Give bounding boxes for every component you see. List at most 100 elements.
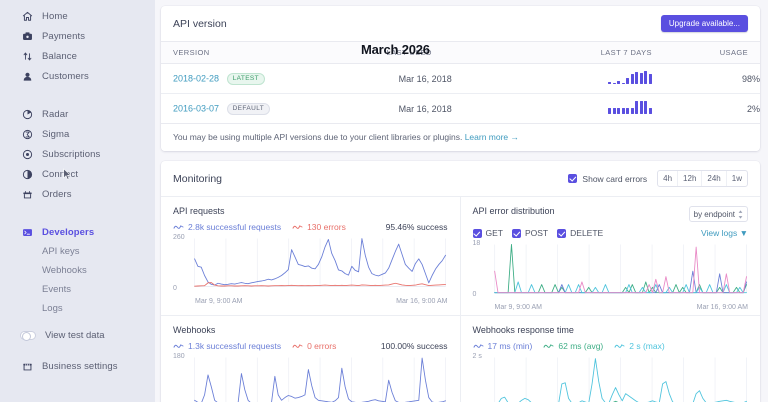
table-row[interactable]: 2018-02-28 LATEST Mar 16, 2018 98% — [161, 63, 760, 94]
chart-legend-row: GET POST DELETE View logs ▼ — [472, 228, 748, 238]
view-test-data-toggle[interactable]: View test data — [0, 324, 155, 346]
method-label: GET — [485, 228, 503, 238]
sidebar-item-developers[interactable]: Developers — [0, 222, 155, 242]
y-axis-max-label: 180 — [173, 353, 185, 360]
orders-icon — [23, 190, 32, 198]
sidebar-item-sigma[interactable]: Sigma — [0, 124, 155, 144]
cell-last-used: Mar 16, 2018 — [386, 93, 522, 124]
sidebar-divider-2 — [0, 212, 155, 222]
status-badge: LATEST — [226, 72, 266, 85]
chart-title: Webhooks — [173, 325, 216, 335]
cell-usage: 2% — [651, 93, 760, 124]
y-axis-min-label: 0 — [472, 291, 477, 298]
group-by-select[interactable]: by endpoint — [688, 206, 748, 222]
method-filter-delete[interactable]: DELETE — [557, 228, 603, 238]
line-chart-svg — [194, 357, 446, 402]
chart-title: API error distribution — [472, 206, 555, 216]
method-filter-post[interactable]: POST — [511, 228, 548, 238]
sidebar-item-label: Customers — [42, 70, 89, 82]
legend-label: 130 errors — [307, 222, 346, 232]
sidebar-item-balance[interactable]: Balance — [0, 46, 155, 66]
column-header-version: VERSION — [161, 41, 387, 64]
y-axis-max-label: 2 s — [472, 353, 482, 360]
learn-more-link[interactable]: Learn more → — [464, 132, 520, 142]
show-card-errors-checkbox[interactable]: Show card errors — [568, 174, 647, 184]
version-link[interactable]: 2016-03-07 — [173, 103, 220, 113]
charts-grid: API requests 2.8k successful requests 13… — [161, 196, 760, 402]
cell-sparkline — [521, 63, 652, 94]
payments-icon — [23, 31, 32, 40]
sidebar-group-products: Radar Sigma Subscriptions — [0, 104, 155, 204]
sidebar-subitem-label: Logs — [42, 303, 63, 314]
sidebar-item-subscriptions[interactable]: Subscriptions — [0, 144, 155, 164]
table-header: VERSION LAST USED LAST 7 DAYS USAGE — [161, 41, 760, 64]
column-header-last-used: LAST USED — [386, 41, 522, 64]
legend-item: 1.3k successful requests — [173, 341, 281, 351]
time-range-4h[interactable]: 4h — [658, 171, 679, 186]
table-row[interactable]: 2016-03-07 DEFAULT Mar 16, 2018 2% — [161, 93, 760, 124]
method-label: DELETE — [570, 228, 604, 238]
sidebar-item-label: Business settings — [42, 360, 118, 372]
sidebar-item-connect[interactable]: Connect — [0, 164, 155, 184]
chart-plot-area: 2 s 0 ms Mar 9, 9:00 AM Mar 16, 9:00 AM — [472, 353, 749, 402]
sidebar-item-label: Connect — [42, 168, 79, 180]
squiggle-icon — [292, 344, 303, 348]
time-range-1w[interactable]: 1w — [731, 174, 742, 183]
sidebar-item-home[interactable]: Home — [0, 6, 155, 26]
api-version-card: API version Upgrade available... VERSION… — [161, 6, 760, 151]
legend-item: 62 ms (avg) — [543, 341, 603, 351]
upgrade-available-button[interactable]: Upgrade available... — [660, 15, 748, 32]
squiggle-icon — [473, 344, 483, 348]
chart-api-error-distribution: API error distribution by endpoint — [461, 197, 761, 315]
sidebar-subitem-api-keys[interactable]: API keys — [0, 242, 155, 261]
api-version-header: API version Upgrade available... — [161, 6, 760, 41]
sidebar-item-radar[interactable]: Radar — [0, 104, 155, 124]
cell-usage: 98% — [651, 63, 760, 94]
x-axis-labels: Mar 9, 9:00 AM Mar 16, 9:00 AM — [173, 298, 448, 305]
checkbox-box[interactable] — [568, 174, 578, 183]
sidebar-subitem-webhooks[interactable]: Webhooks — [0, 261, 155, 280]
chart-header: API requests — [173, 206, 448, 216]
column-header-last-7-days: LAST 7 DAYS — [521, 41, 652, 64]
cell-sparkline — [521, 93, 652, 124]
toggle-switch[interactable] — [20, 330, 36, 341]
monitoring-title: Monitoring — [173, 172, 223, 185]
chart-annotation: 100.00% success — [380, 341, 448, 351]
view-logs-link[interactable]: View logs ▼ — [701, 228, 748, 238]
column-header-usage: USAGE — [651, 41, 760, 64]
sidebar-subitem-label: Events — [42, 284, 72, 295]
chart-annotation: 95.46% success — [385, 222, 448, 232]
checkbox-box[interactable] — [511, 228, 521, 238]
cell-version: 2016-03-07 DEFAULT — [161, 93, 387, 124]
legend-item: 2.8k successful requests — [173, 222, 281, 232]
sidebar: Home Payments Balance — [0, 0, 155, 402]
cell-last-used: Mar 16, 2018 — [386, 63, 522, 94]
checkbox-box[interactable] — [557, 228, 567, 238]
chevron-updown-icon — [738, 209, 743, 219]
sidebar-subitem-logs[interactable]: Logs — [0, 299, 155, 318]
legend-label: 62 ms (avg) — [558, 341, 604, 351]
legend-label: 17 ms (min) — [487, 341, 533, 351]
time-range-selector[interactable]: 4h 12h 24h 1w — [657, 170, 748, 187]
sidebar-item-label: Balance — [42, 50, 78, 62]
sidebar-subitem-events[interactable]: Events — [0, 280, 155, 299]
sidebar-item-business-settings[interactable]: Business settings — [0, 356, 155, 376]
chart-webhooks: Webhooks 1.3k successful requests 0 erro… — [161, 315, 461, 402]
line-chart-svg — [493, 244, 747, 294]
version-link[interactable]: 2018-02-28 — [173, 73, 220, 83]
table-header-row: VERSION LAST USED LAST 7 DAYS USAGE — [161, 41, 760, 64]
chart-webhooks-response-time: Webhooks response time 17 ms (min) 62 ms… — [460, 315, 760, 402]
y-axis-min-label: 0 — [173, 285, 177, 292]
sidebar-item-customers[interactable]: Customers — [0, 66, 155, 86]
sidebar-item-payments[interactable]: Payments — [0, 26, 155, 46]
checkbox-box[interactable] — [472, 228, 482, 238]
time-range-24h[interactable]: 24h — [702, 171, 727, 186]
squiggle-icon — [614, 344, 625, 348]
radar-icon — [22, 109, 33, 119]
chart-header: Webhooks response time — [473, 325, 749, 335]
chart-plot-area: 180 0 Mar 9, 9:00 AM Mar 16, 9:00 AM — [173, 353, 448, 402]
time-range-12h[interactable]: 12h — [678, 171, 703, 186]
x-axis-start-label: Mar 9, 9:00 AM — [195, 298, 243, 305]
method-filter-get[interactable]: GET — [472, 228, 503, 238]
sidebar-item-orders[interactable]: Orders — [0, 184, 155, 204]
